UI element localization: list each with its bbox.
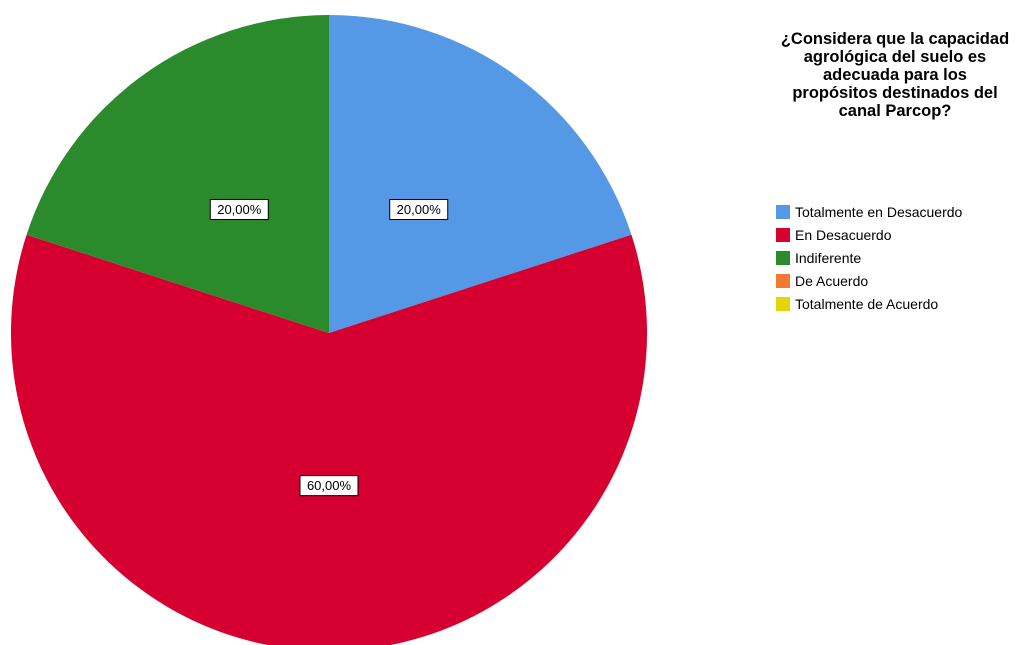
legend-item-indiferente: Indiferente [776,246,962,269]
svg-text:60,00%: 60,00% [307,478,352,493]
legend-swatch [776,250,790,265]
pie-slice-en-desacuerdo [11,234,647,645]
pie-slice-indiferente [26,15,330,333]
legend-label: Totalmente de Acuerdo [795,295,939,312]
legend-swatch [776,227,790,242]
data-label-indiferente: 20,00% [209,199,269,221]
legend-label: Totalmente en Desacuerdo [795,203,963,220]
legend-item-de-acuerdo: De Acuerdo [776,269,962,292]
legend-item-totalmente-en-desacuerdo: Totalmente en Desacuerdo [776,200,962,223]
data-label-totalmente-en-desacuerdo: 20,00% [389,199,449,221]
legend-item-en-desacuerdo: En Desacuerdo [776,223,962,246]
svg-text:20,00%: 20,00% [397,202,442,217]
legend-title: ¿Considera que la capacidad agrológica d… [780,30,1010,120]
legend-swatch [776,204,790,219]
svg-text:20,00%: 20,00% [217,202,262,217]
legend-label: En Desacuerdo [795,226,892,243]
pie-chart: 20,00% 60,00% 20,00% [11,15,647,645]
data-label-en-desacuerdo: 60,00% [299,475,359,497]
pie-slice-totalmente-en-desacuerdo [329,15,632,333]
legend-swatch [776,296,790,311]
legend-label: Indiferente [795,249,862,266]
legend-label: De Acuerdo [795,272,869,289]
legend-item-totalmente-de-acuerdo: Totalmente de Acuerdo [776,292,962,315]
legend-swatch [776,273,790,288]
legend: Totalmente en Desacuerdo En Desacuerdo Ind… [776,200,962,315]
